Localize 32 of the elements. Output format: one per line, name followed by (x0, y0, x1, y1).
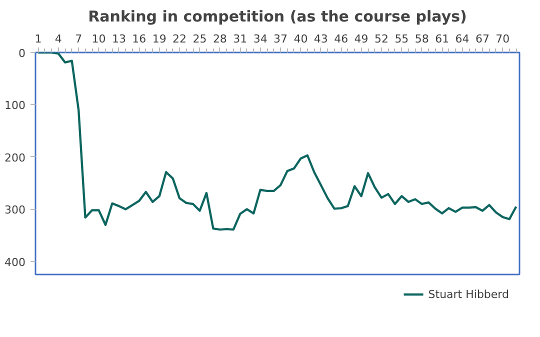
x-tick-label: 43 (314, 32, 328, 46)
y-tick-label: 300 (4, 204, 26, 217)
x-tick-label: 4 (54, 32, 62, 46)
x-tick-label: 22 (172, 32, 187, 46)
x-tick-label: 13 (112, 32, 126, 46)
x-tick-label: 61 (435, 32, 450, 46)
chart-title: Ranking in competition (as the course plays) (88, 8, 467, 26)
x-tick-label: 28 (212, 32, 227, 46)
x-tick-label: 34 (253, 32, 268, 46)
x-tick-label: 55 (394, 32, 409, 46)
x-tick-label: 37 (274, 32, 288, 46)
legend-label: Stuart Hibberd (428, 288, 509, 300)
x-tick-label: 7 (75, 32, 82, 46)
x-tick-label: 67 (475, 32, 490, 46)
x-tick-label: 31 (233, 32, 248, 46)
y-tick-label: 200 (4, 151, 26, 164)
x-tick-label: 58 (414, 32, 429, 46)
x-tick-label: 64 (455, 32, 470, 46)
x-tick-label: 49 (354, 32, 368, 46)
x-tick-label: 1 (34, 32, 42, 46)
y-tick-label: 0 (18, 47, 26, 60)
x-tick-label: 10 (92, 32, 106, 46)
line-series (37, 52, 518, 231)
x-tick-label: 46 (334, 32, 348, 46)
x-tick-label: 16 (132, 32, 146, 46)
y-tick-label: 100 (4, 99, 26, 112)
y-tick-label: 400 (4, 256, 26, 269)
x-tick-label: 19 (152, 32, 166, 46)
x-tick-label: 70 (496, 32, 510, 46)
x-tick-label: 25 (192, 32, 207, 46)
x-tick-label: 52 (374, 32, 389, 46)
x-tick-label: 40 (294, 32, 308, 46)
